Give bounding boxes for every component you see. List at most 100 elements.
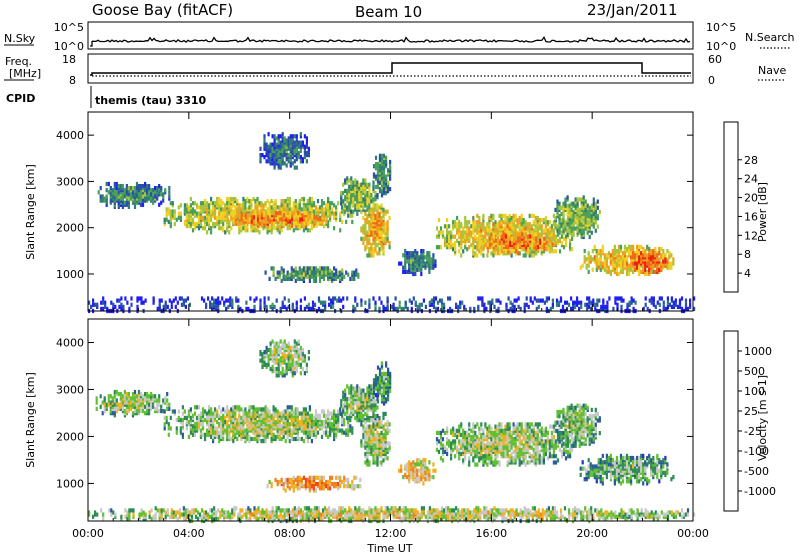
range-gate-cell [374,213,377,218]
range-gate-cell [522,220,525,225]
range-gate-cell [586,306,589,311]
range-gate-cell [386,236,389,241]
range-gate-cell [430,265,433,270]
range-gate-cell [550,232,553,237]
range-gate-cell [514,213,517,218]
range-gate-cell [228,219,231,224]
range-gate-cell [248,428,251,433]
range-gate-cell [296,224,299,229]
range-gate-cell [218,201,221,206]
range-gate-cell [402,306,405,311]
range-gate-cell [246,207,249,212]
range-gate-cell [268,276,271,281]
range-gate-cell [527,234,530,239]
range-gate-cell [478,220,481,225]
range-gate-cell [630,267,633,272]
range-gate-cell [214,426,217,431]
range-gate-cell [281,217,284,222]
range-gate-cell [372,164,376,169]
range-gate-cell [532,228,535,233]
range-gate-cell [368,199,371,204]
range-gate-cell [538,220,541,225]
range-gate-cell [260,439,263,444]
range-gate-cell [366,207,369,212]
range-gate-cell [567,215,570,221]
range-gate-cell [662,259,665,264]
range-gate-cell [267,215,270,220]
range-gate-cell [258,201,261,206]
range-gate-cell [498,246,502,252]
range-gate-cell [570,218,573,223]
range-gate-cell [312,224,316,229]
range-gate-cell [268,428,271,433]
range-gate-cell [527,304,530,309]
range-gate-cell [554,222,557,227]
range-gate-cell [418,267,421,272]
range-gate-cell [220,199,223,204]
range-gate-cell [282,207,285,212]
range-gate-cell [558,228,561,233]
range-gate-cell [537,244,540,249]
range-gate-cell [466,232,469,237]
range-gate-cell [382,245,385,250]
range-gate-cell [331,270,334,275]
range-gate-cell [404,249,407,254]
range-gate-cell [284,199,287,204]
range-gate-cell [333,226,336,231]
range-gate-cell [472,215,475,221]
range-gate-cell [538,232,541,237]
range-gate-cell [285,138,288,143]
range-gate-cell [615,267,619,272]
range-gate-cell [550,224,553,229]
range-gate-cell [274,420,277,425]
range-gate-cell [113,406,116,411]
range-gate-cell [291,302,294,307]
range-gate-cell [277,150,280,156]
range-gate-cell [99,186,102,191]
range-gate-cell [420,263,423,268]
range-gate-cell [276,270,279,275]
range-gate-cell [308,228,311,233]
range-gate-cell [313,215,316,220]
range-gate-cell [370,218,373,223]
range-gate-cell [270,432,273,437]
range-gate-cell [301,213,304,218]
range-gate-cell [339,213,342,218]
range-gate-cell [144,411,147,416]
range-gate-cell [469,306,472,311]
range-gate-cell [121,196,124,201]
range-gate-cell [343,274,346,279]
range-gate-cell [203,298,206,303]
range-gate-cell [141,194,145,199]
range-gate-cell [472,230,475,235]
range-gate-cell [187,409,190,414]
range-gate-cell [226,213,229,218]
range-gate-cell [322,201,326,206]
range-gate-cell [625,249,629,254]
range-gate-cell [183,415,186,420]
range-gate-cell [684,302,688,307]
range-gate-cell [450,245,453,250]
colorbar-tick-label: 24 [744,173,758,186]
range-gate-cell [333,266,336,271]
range-gate-cell [544,220,547,225]
range-gate-cell [140,300,143,305]
range-gate-cell [234,405,237,410]
range-gate-cell [286,276,289,281]
range-gate-cell [648,253,651,258]
range-gate-cell [297,144,300,149]
range-gate-cell [562,216,565,221]
range-gate-cell [625,267,629,272]
range-gate-cell [156,409,159,414]
range-gate-cell [588,214,591,219]
range-gate-cell [443,243,447,248]
range-gate-cell [156,192,159,197]
range-gate-cell [103,396,106,401]
range-gate-cell [281,142,284,147]
range-gate-cell [290,428,293,433]
range-gate-cell [258,407,261,412]
range-gate-cell [507,249,510,254]
range-gate-cell [521,236,524,241]
range-gate-cell [376,176,380,181]
range-gate-cell [389,164,392,169]
